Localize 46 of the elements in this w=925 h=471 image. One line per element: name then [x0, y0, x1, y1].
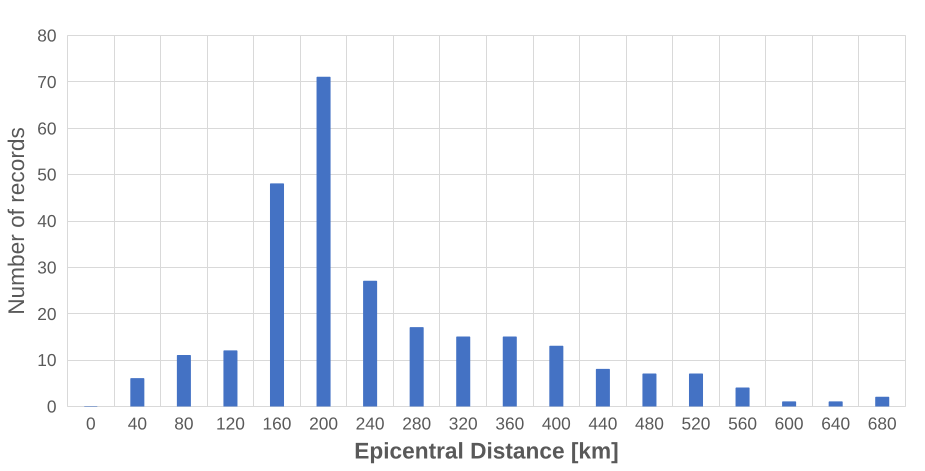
x-tick-label: 320 — [448, 414, 478, 434]
bar — [130, 378, 144, 406]
y-tick-label: 40 — [37, 211, 57, 231]
x-tick-label: 160 — [262, 414, 292, 434]
bar — [456, 336, 470, 406]
y-tick-label: 60 — [37, 118, 57, 138]
bar — [223, 350, 238, 406]
bar — [828, 401, 843, 406]
y-tick-label: 30 — [37, 257, 57, 278]
x-tick-label: 360 — [495, 414, 524, 434]
bar — [502, 336, 517, 406]
bar — [270, 183, 284, 406]
y-axis-title: Number of records — [3, 127, 30, 315]
x-tick-label: 400 — [542, 414, 571, 434]
x-tick-label: 240 — [356, 414, 385, 434]
y-tick-label: 0 — [46, 396, 57, 416]
bar — [688, 374, 704, 406]
x-tick-label: 80 — [174, 414, 194, 434]
y-tick-label: 20 — [37, 304, 57, 324]
x-tick-label: 560 — [728, 414, 758, 434]
bar — [596, 368, 610, 406]
y-tick-label: 80 — [37, 26, 57, 46]
x-tick-label: 640 — [821, 414, 850, 434]
bar — [782, 401, 796, 406]
x-tick-label: 200 — [309, 414, 338, 434]
bar — [875, 396, 890, 406]
x-tick-label: 0 — [86, 414, 96, 434]
y-tick-label: 10 — [37, 350, 57, 370]
x-tick-label: 480 — [634, 414, 664, 434]
bar — [363, 280, 378, 406]
x-axis-title: Epicentral Distance [km] — [354, 438, 619, 464]
bar — [316, 76, 331, 406]
x-tick-label: 280 — [402, 414, 432, 434]
bar — [549, 346, 564, 406]
x-tick-label: 680 — [868, 414, 897, 434]
y-tick-label: 70 — [37, 72, 57, 92]
x-tick-label: 440 — [588, 414, 618, 434]
y-tick-label: 50 — [37, 164, 57, 185]
x-tick-label: 520 — [682, 414, 710, 434]
x-tick-label: 40 — [128, 414, 147, 434]
bar — [410, 327, 424, 406]
bar — [736, 387, 750, 406]
bar — [176, 354, 191, 406]
x-tick-label: 600 — [774, 414, 804, 434]
bar — [642, 374, 656, 406]
x-tick-label: 120 — [216, 414, 245, 434]
